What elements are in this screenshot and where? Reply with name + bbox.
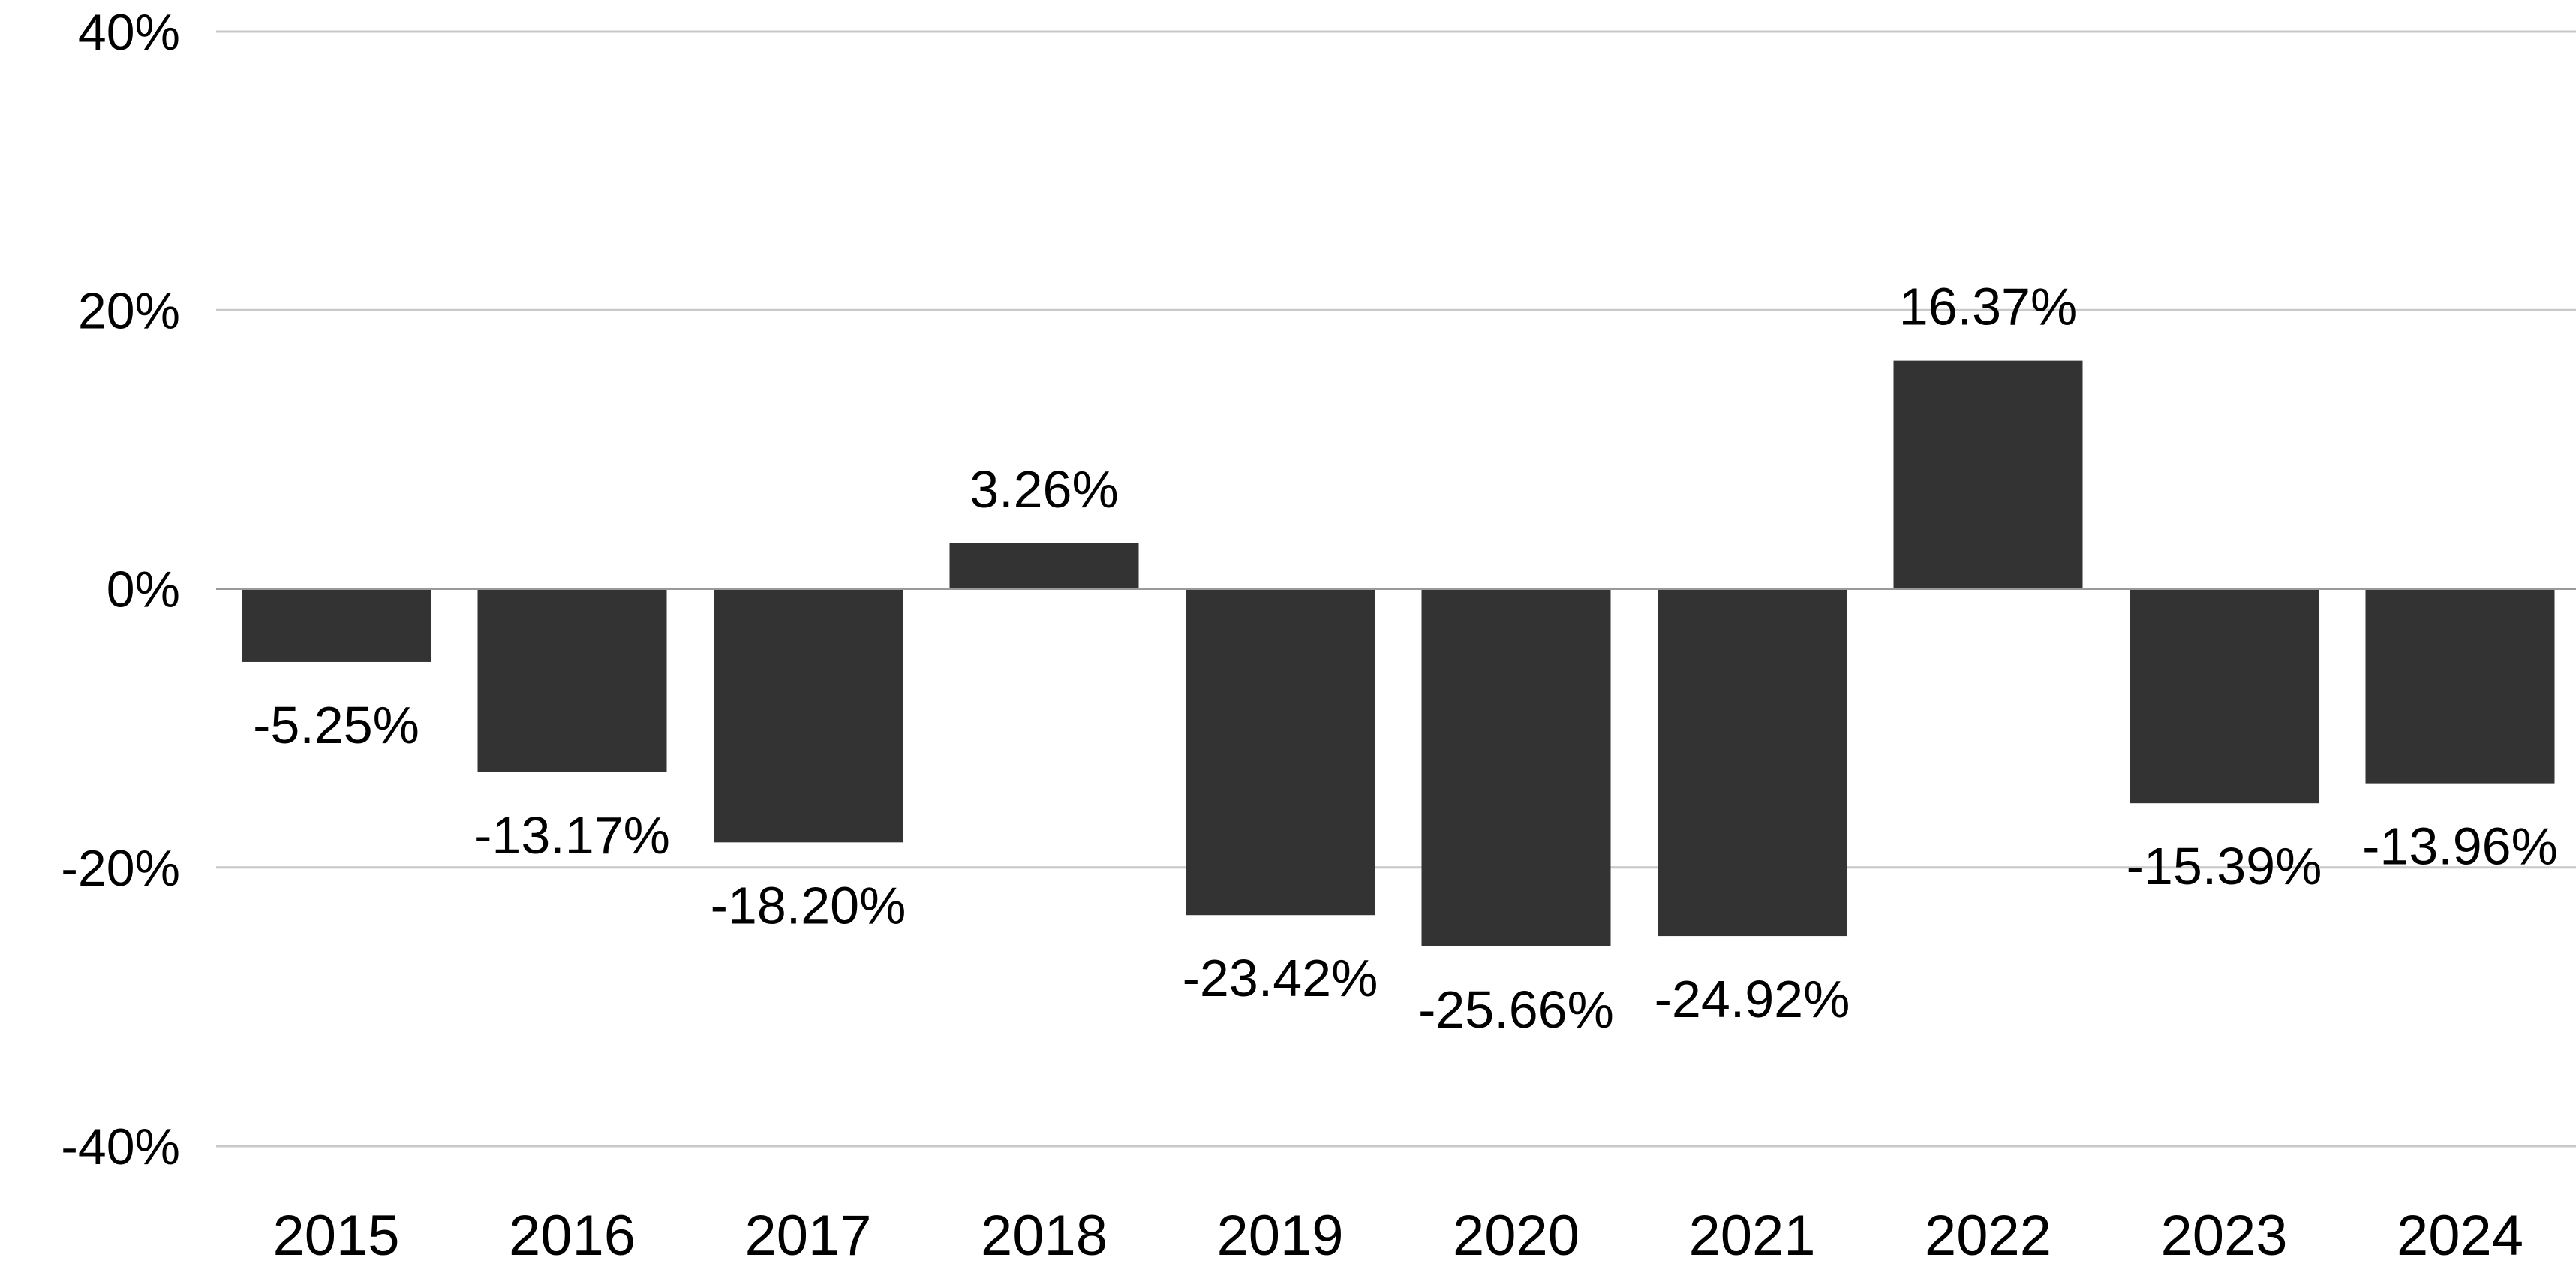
x-tick-label-2017: 2017 (744, 1204, 871, 1268)
bar-2022 (1893, 360, 2083, 589)
data-label-2024: -13.96% (2362, 817, 2558, 876)
bar-2019 (1186, 588, 1375, 916)
x-tick-label-2023: 2023 (2160, 1204, 2287, 1268)
data-label-2017: -18.20% (711, 876, 906, 934)
bar-2016 (477, 588, 667, 772)
data-label-2016: -13.17% (474, 806, 670, 865)
bar-2015 (242, 588, 431, 662)
x-axis-tick-labels: 2015 2016 2017 2018 2019 2020 2021 2022 2023 2024 (272, 1204, 2523, 1268)
bar-2018 (949, 543, 1139, 589)
bars (242, 360, 2555, 946)
bar-2024 (2365, 588, 2555, 784)
y-tick-label: -20% (61, 840, 180, 897)
y-axis-tick-labels: 40% 20% 0% -20% -40% (61, 4, 180, 1175)
bar-2020 (1421, 588, 1611, 946)
data-label-2023: -15.39% (2127, 837, 2322, 895)
data-label-2020: -25.66% (1418, 980, 1614, 1039)
bar-2017 (714, 588, 903, 843)
x-tick-label-2015: 2015 (272, 1204, 399, 1268)
data-label-2018: 3.26% (969, 460, 1118, 519)
gridlines (216, 30, 2576, 1148)
x-tick-label-2018: 2018 (981, 1204, 1108, 1268)
bar-2023 (2130, 588, 2319, 804)
data-label-2019: -23.42% (1183, 949, 1378, 1007)
data-label-2022: 16.37% (1899, 278, 2077, 336)
data-label-2021: -24.92% (1655, 970, 1850, 1028)
y-tick-label: -40% (61, 1118, 180, 1175)
bar-2021 (1658, 588, 1847, 937)
x-tick-label-2019: 2019 (1216, 1204, 1343, 1268)
data-label-2015: -5.25% (253, 696, 419, 754)
x-tick-label-2021: 2021 (1688, 1204, 1815, 1268)
y-tick-label: 40% (78, 4, 180, 61)
x-tick-label-2022: 2022 (1925, 1204, 2051, 1268)
y-tick-label: 20% (78, 282, 180, 339)
data-labels: -5.25%-13.17%-18.20%3.26%-23.42%-25.66% -… (253, 278, 2558, 1039)
x-tick-label-2020: 2020 (1453, 1204, 1580, 1268)
y-tick-label: 0% (107, 561, 180, 618)
x-tick-label-2024: 2024 (2397, 1204, 2523, 1268)
x-tick-label-2016: 2016 (509, 1204, 636, 1268)
